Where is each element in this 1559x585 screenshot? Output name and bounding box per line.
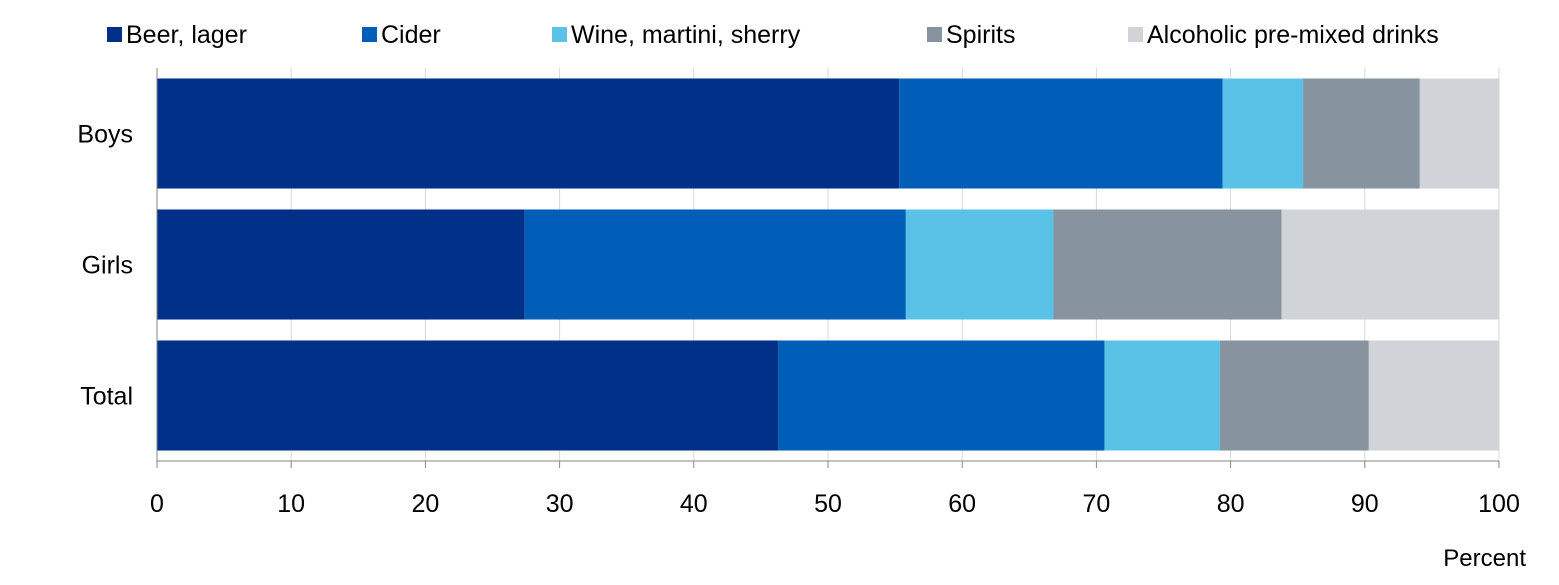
bar-total-spirits xyxy=(1219,340,1369,451)
x-tick-label: 80 xyxy=(1217,490,1245,518)
x-tick-label: 0 xyxy=(150,490,164,518)
x-tick-label: 60 xyxy=(948,490,976,518)
category-label-boys: Boys xyxy=(77,121,133,149)
category-label-total: Total xyxy=(80,383,133,411)
bars xyxy=(157,78,1499,451)
bar-total-alcoholic-pre-mixed-drinks xyxy=(1368,340,1499,451)
bar-girls-beer-lager xyxy=(157,209,525,320)
x-tick-label: 90 xyxy=(1351,490,1379,518)
bar-total-wine-martini-sherry xyxy=(1104,340,1220,451)
legend-swatch-cider xyxy=(362,27,377,42)
bar-girls-cider xyxy=(524,209,906,320)
x-tick-label: 70 xyxy=(1082,490,1110,518)
bar-boys-cider xyxy=(899,78,1223,189)
legend-swatch-alcoholic-pre-mixed-drinks xyxy=(1128,27,1143,42)
x-tick-label: 10 xyxy=(277,490,305,518)
x-axis: 0 10 20 30 40 50 60 70 80 90 100 xyxy=(150,68,1520,518)
bar-total-cider xyxy=(778,340,1105,451)
legend-swatch-beer-lager xyxy=(107,27,122,42)
legend-label-cider: Cider xyxy=(381,21,441,49)
x-tick-label: 40 xyxy=(680,490,708,518)
legend-swatch-wine-martini-sherry xyxy=(552,27,567,42)
x-tick-label: 30 xyxy=(546,490,574,518)
bar-girls-wine-martini-sherry xyxy=(905,209,1054,320)
x-tick-label: 50 xyxy=(814,490,842,518)
bar-total-beer-lager xyxy=(157,340,779,451)
x-tick-label: 20 xyxy=(411,490,439,518)
x-axis-title: Percent xyxy=(1443,545,1526,572)
legend-label-alcoholic-pre-mixed-drinks: Alcoholic pre-mixed drinks xyxy=(1147,21,1439,49)
bar-boys-alcoholic-pre-mixed-drinks xyxy=(1419,78,1499,189)
bar-boys-wine-martini-sherry xyxy=(1222,78,1304,189)
legend: Beer, lager Cider Wine, martini, sherry Spi… xyxy=(107,21,1439,49)
legend-label-wine-martini-sherry: Wine, martini, sherry xyxy=(571,21,801,49)
legend-swatch-spirits xyxy=(927,27,942,42)
category-label-girls: Girls xyxy=(82,252,133,280)
bar-boys-spirits xyxy=(1303,78,1420,189)
bar-girls-spirits xyxy=(1053,209,1282,320)
legend-label-beer-lager: Beer, lager xyxy=(126,21,247,49)
x-tick-label: 100 xyxy=(1478,490,1520,518)
bar-boys-beer-lager xyxy=(157,78,900,189)
legend-label-spirits: Spirits xyxy=(946,21,1015,49)
category-labels: Boys Girls Total xyxy=(77,121,133,411)
bar-girls-alcoholic-pre-mixed-drinks xyxy=(1281,209,1499,320)
